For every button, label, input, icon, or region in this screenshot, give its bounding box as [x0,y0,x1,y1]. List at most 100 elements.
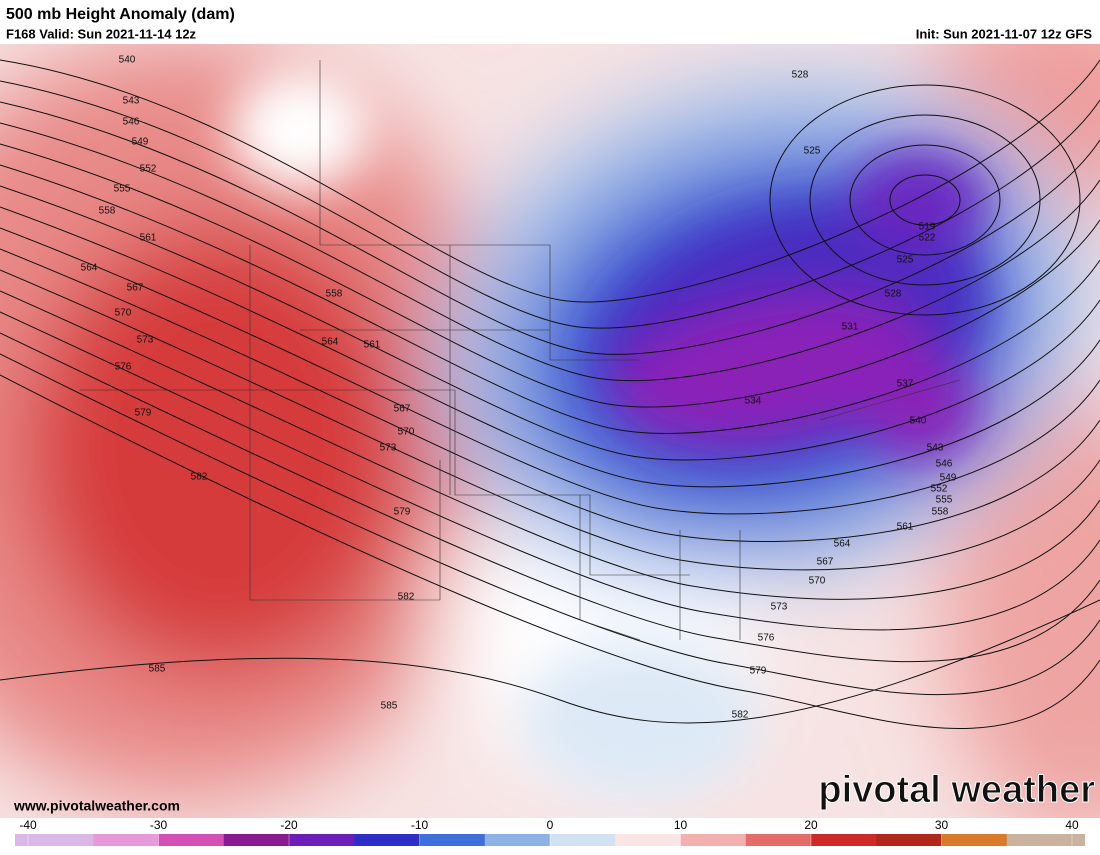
colorbar-swatch [158,834,225,846]
contour-label: 525 [897,255,914,266]
colorbar-swatch [550,834,616,846]
colorbar-swatch [484,834,551,846]
colorbar-edge [15,834,28,846]
contour-label: 543 [927,443,944,454]
contour-label: 582 [191,472,208,483]
contour-label: 534 [745,396,762,407]
colorbar-label: -20 [280,818,298,832]
contour-label: 585 [149,664,166,675]
contour-label: 576 [115,362,132,373]
contour-label: 570 [398,427,415,438]
contour-label: 567 [817,557,834,568]
contour-line [0,143,1100,408]
url: www.pivotalweather.com [13,798,180,814]
contour-label: 564 [834,539,851,550]
colorbar-swatch [615,834,681,846]
colorbar-swatch [28,834,94,846]
contour-label: 549 [940,473,957,484]
colorbar-label: 40 [1065,818,1079,832]
contour-label: 567 [394,404,411,415]
contour-label: 537 [897,379,914,390]
contour-label: 558 [326,289,343,300]
contour-line [0,599,1100,724]
contour-label: 546 [936,459,953,470]
contour-line [0,269,1100,571]
contour-line [889,174,961,226]
contour-label: 522 [919,233,936,244]
contour-label: 558 [932,507,949,518]
contour-line [0,248,1100,542]
contour-label: 555 [114,184,131,195]
contour-line [0,59,1100,303]
contour-label: 543 [123,96,140,107]
colorbar-swatch [876,834,942,846]
colorbar-swatch [93,834,159,846]
colorbar-swatch [223,834,290,846]
contour-label: 552 [140,164,157,175]
contour-label: 552 [931,484,948,495]
contour-label: 579 [750,666,767,677]
colorbar-label: 30 [935,818,949,832]
contour-line [0,311,1100,631]
contour-label: 558 [99,206,116,217]
colorbar-edge [1072,834,1085,846]
colorbar-label: -10 [411,818,429,832]
contour-label: 570 [809,576,826,587]
watermark: pivotal weather [818,769,1095,811]
contour-line [849,144,1001,256]
colorbar-swatch [941,834,1008,846]
colorbar: -40 -30 -20 -10 0 10 20 30 40 [15,818,1085,846]
contour-label: 561 [364,340,381,351]
contour-label: 561 [897,522,914,533]
contour-line [0,185,1100,461]
contour-line [809,114,1041,286]
contour-label: 540 [119,55,136,66]
contour-line [0,353,1100,695]
borders [80,60,961,641]
colorbar-label: 0 [547,818,554,832]
contour-label: 579 [394,507,411,518]
colorbar-label: -40 [19,818,37,832]
contour-label: 540 [910,416,927,427]
colorbar-swatch [289,834,355,846]
colorbar-swatch [811,834,877,846]
contour-label: 549 [132,137,149,148]
colorbar-swatch [745,834,812,846]
contour-line [769,84,1081,316]
contour-label: 546 [123,117,140,128]
contour-line [0,206,1100,488]
contour-label: 573 [137,335,154,346]
init-time: Init: Sun 2021-11-07 12z GFS [916,26,1093,41]
contour-label: 564 [322,337,339,348]
contour-label: 582 [732,710,749,721]
colorbar-swatch [680,834,747,846]
contour-line [0,80,1100,329]
contour-line [0,101,1100,355]
colorbar-swatch [1006,834,1073,846]
contour-label: 561 [140,233,157,244]
contour-label: 528 [792,70,809,81]
colorbar-swatch [419,834,486,846]
contour-label: 519 [919,222,936,233]
contour-label: 525 [804,146,821,157]
contour-line [0,164,1100,434]
contour-label: 573 [771,602,788,613]
valid-time: F168 Valid: Sun 2021-11-14 12z [6,26,197,41]
contour-label: 564 [81,263,98,274]
contour-label: 528 [885,289,902,300]
contour-label: 570 [115,308,132,319]
contour-line [0,374,1100,729]
contour-line [0,290,1100,600]
contour-line [0,332,1100,663]
contour-label: 555 [936,495,953,506]
contour-line [0,227,1100,515]
contour-label: 582 [398,592,415,603]
contour-label: 567 [127,283,144,294]
colorbar-label: 10 [674,818,688,832]
colorbar-label: 20 [804,818,818,832]
colorbar-label: -30 [150,818,168,832]
colorbar-swatch [354,834,420,846]
contour-label: 579 [135,408,152,419]
